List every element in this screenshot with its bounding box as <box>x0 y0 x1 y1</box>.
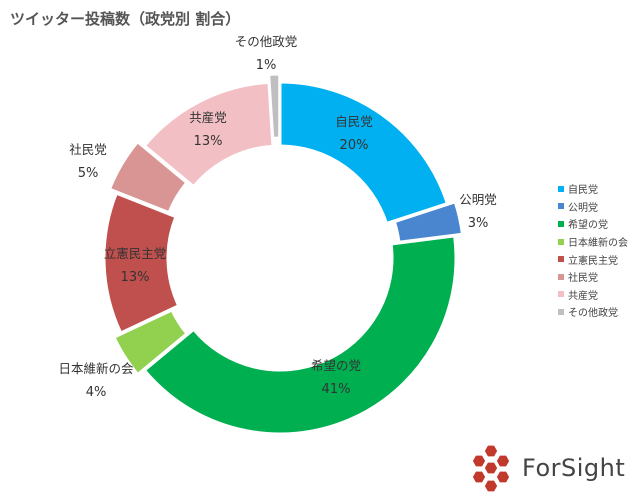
forsight-logo: ForSight <box>461 440 631 496</box>
data-label-value: 13% <box>194 134 223 149</box>
legend-item-shamin: 社民党 <box>558 268 628 286</box>
data-label-kyosan: 共産党 13% <box>189 110 227 149</box>
data-label-name: 希望の党 <box>311 358 361 373</box>
legend-label: 自民党 <box>568 185 598 197</box>
legend-swatch <box>558 256 564 263</box>
chart-legend: 自民党公明党希望の党日本維新の会 立憲民主党社民党共産党その他政党 <box>558 180 628 321</box>
legend-item-kyosan: 共産党 <box>558 286 628 304</box>
legend-label: 日本維新の会 <box>568 238 628 250</box>
data-label-value: 13% <box>121 270 150 285</box>
data-label-name: 共産党 <box>189 110 227 125</box>
data-label-shamin: 社民党 5% <box>69 142 107 181</box>
legend-swatch <box>558 203 564 210</box>
data-label-value: 4% <box>86 385 107 400</box>
legend-swatch <box>558 185 564 192</box>
data-label-value: 20% <box>340 138 369 153</box>
slice-kibo <box>142 234 458 436</box>
slice-other <box>267 72 282 140</box>
data-label-name: 自民党 <box>335 114 373 129</box>
legend-item-other: その他政党 <box>558 303 628 321</box>
data-label-ishin: 日本維新の会 4% <box>58 361 134 400</box>
data-label-name: その他政党 <box>235 34 298 49</box>
data-label-value: 41% <box>322 382 351 397</box>
legend-swatch <box>558 308 564 315</box>
data-label-name: 社民党 <box>69 142 107 157</box>
data-label-komei: 公明党 3% <box>459 192 497 231</box>
legend-swatch <box>558 273 564 280</box>
legend-item-kibo: 希望の党 <box>558 215 628 233</box>
data-label-name: 公明党 <box>459 192 497 207</box>
legend-label: 希望の党 <box>568 220 608 232</box>
legend-item-ishin: 日本維新の会 <box>558 233 628 251</box>
data-label-value: 1% <box>256 58 277 73</box>
data-label-kibo: 希望の党 41% <box>311 358 361 397</box>
legend-item-komei: 公明党 <box>558 198 628 216</box>
legend-swatch <box>558 220 564 227</box>
slice-jimin <box>278 80 450 226</box>
data-label-value: 3% <box>468 216 489 231</box>
legend-label: 公明党 <box>568 202 598 214</box>
slice-shamin <box>107 139 189 215</box>
slice-rikken <box>102 191 181 335</box>
legend-label: その他政党 <box>568 308 618 320</box>
legend-item-jimin: 自民党 <box>558 180 628 198</box>
legend-swatch <box>558 238 564 245</box>
data-label-name: 日本維新の会 <box>58 361 134 376</box>
legend-label: 社民党 <box>568 273 598 285</box>
data-label-other: その他政党 1% <box>235 34 298 73</box>
legend-label: 立憲民主党 <box>568 255 618 267</box>
legend-item-rikken: 立憲民主党 <box>558 250 628 268</box>
data-label-rikken: 立憲民主党 13% <box>104 246 167 285</box>
logo-text: ForSight <box>522 454 626 482</box>
data-label-value: 5% <box>78 166 99 181</box>
legend-swatch <box>558 291 564 298</box>
chart-title: ツイッター投稿数（政党別 割合） <box>10 10 241 28</box>
data-label-jimin: 自民党 20% <box>335 114 373 153</box>
forsight-logo-mark-icon <box>471 444 511 493</box>
data-label-name: 立憲民主党 <box>104 246 167 261</box>
legend-label: 共産党 <box>568 290 598 302</box>
